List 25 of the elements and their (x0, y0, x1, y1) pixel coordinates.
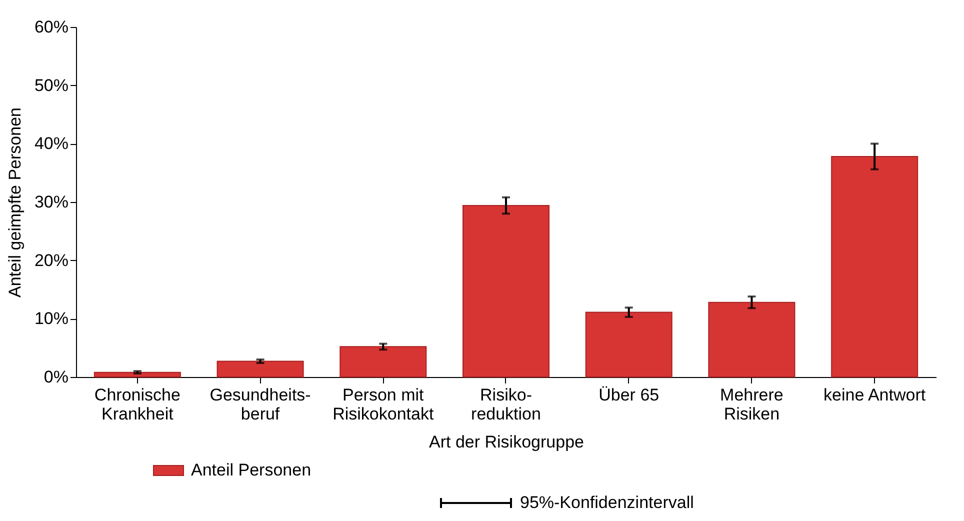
y-axis-title: Anteil geimpfte Personen (5, 108, 24, 298)
y-tick-label: 0% (44, 368, 68, 386)
text: 95%-Konfidenzintervall (520, 493, 694, 513)
bar (462, 205, 550, 378)
bar (340, 346, 427, 378)
x-tick-label: Chronische Krankheit (94, 386, 180, 424)
y-tick-label: 20% (34, 250, 68, 270)
y-tick-label: 60% (34, 18, 68, 36)
x-axis-title: Art der Risikogruppe (429, 432, 584, 452)
y-tick-label: 30% (34, 192, 68, 212)
y-tick-label: 40% (34, 134, 68, 154)
x-tick-label: Person mit Risikokontakt (332, 386, 434, 424)
x-tick-label: keine Antwort (824, 386, 926, 404)
legend-label: Anteil Personen (191, 460, 312, 480)
bar (831, 156, 918, 378)
bar (94, 372, 181, 378)
x-tick-label: Risiko- reduktion (471, 386, 541, 424)
bar (708, 302, 796, 378)
bar (216, 360, 304, 378)
y-tick-label: 50% (34, 76, 68, 95)
y-tick-label: 10% (34, 309, 68, 328)
x-tick-label: Gesundheits- beruf (210, 386, 311, 424)
x-tick-label: Über 65 (598, 386, 660, 404)
x-tick-label: Mehrere Risiken (720, 386, 784, 424)
bar (585, 312, 672, 378)
